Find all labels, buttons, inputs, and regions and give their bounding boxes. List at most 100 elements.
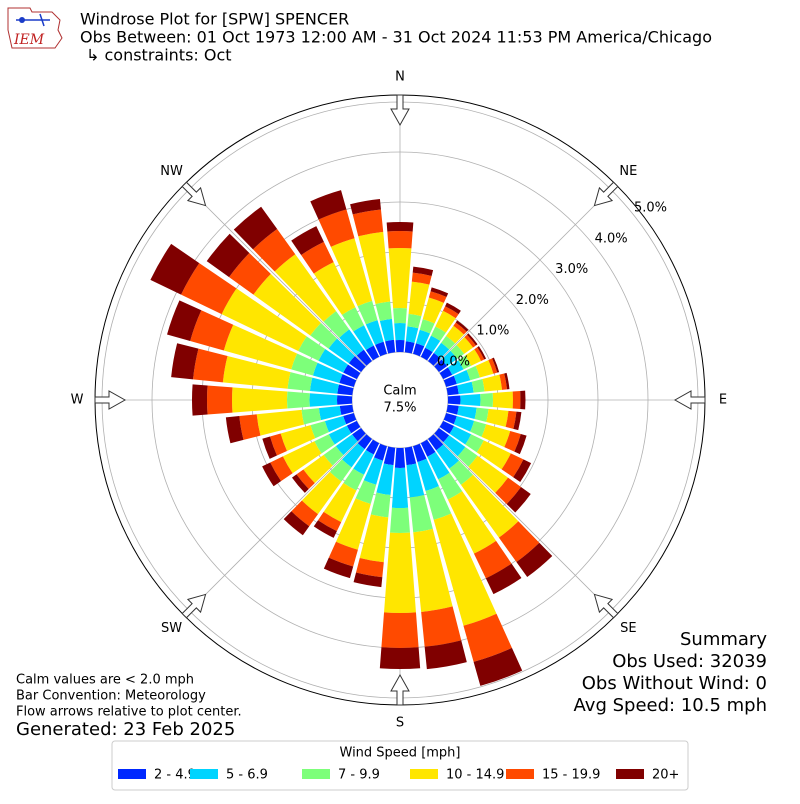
- bar-segment: [375, 301, 392, 322]
- bar-segment: [221, 288, 307, 351]
- bar-segment: [231, 387, 288, 413]
- bar-segment: [388, 248, 412, 309]
- bar-segment: [314, 434, 335, 454]
- r-tick-label: 4.0%: [595, 231, 628, 246]
- bar-segment: [229, 252, 271, 295]
- bar-segment: [415, 329, 431, 347]
- bar-segment: [474, 407, 489, 422]
- legend-label: 7 - 9.9: [338, 768, 380, 783]
- bar-segment: [239, 414, 261, 440]
- bar-segment: [339, 404, 354, 415]
- bar-segment: [365, 439, 380, 455]
- bar-segment: [343, 364, 361, 380]
- chart-subtitle: Obs Between: 01 Oct 1973 12:00 AM - 31 O…: [80, 28, 712, 47]
- r-tick-label: 3.0%: [555, 262, 588, 277]
- bar-segment: [456, 337, 474, 354]
- bar-segment: [475, 360, 494, 378]
- bar-segment: [453, 369, 471, 385]
- bar-segment: [504, 372, 510, 390]
- note: Calm values are < 2.0 mph: [16, 673, 194, 688]
- bar-segment: [329, 459, 352, 482]
- legend-label: 15 - 19.9: [542, 768, 600, 783]
- direction-arrow: [390, 94, 410, 127]
- bar-segment: [301, 241, 334, 274]
- bar-segment: [514, 433, 527, 455]
- chart-title: Windrose Plot for [SPW] SPENCER: [80, 10, 349, 29]
- bar-segment: [252, 229, 296, 272]
- bar-segment: [323, 311, 350, 338]
- direction-arrow: [673, 390, 706, 410]
- bar-segment: [386, 222, 414, 232]
- bar-segment: [443, 435, 466, 457]
- radial-grid-line: [433, 184, 616, 367]
- bar-segment: [365, 345, 380, 361]
- summary-line: Obs Without Wind: 0: [582, 673, 767, 694]
- compass-label: SE: [620, 621, 636, 636]
- bar-segment: [287, 372, 313, 392]
- bar-segment: [428, 291, 447, 303]
- bar-segment: [253, 273, 321, 336]
- bar-segment: [365, 320, 384, 345]
- bar-segment: [506, 486, 531, 513]
- bar-segment: [335, 434, 358, 456]
- bar-segment: [270, 433, 287, 456]
- bar-segment: [443, 412, 457, 425]
- compass-label: N: [395, 70, 405, 85]
- bar-segment: [385, 339, 396, 354]
- bar-segment: [504, 430, 521, 452]
- bar-segment: [323, 446, 344, 466]
- bar-segment: [356, 349, 372, 366]
- bar-segment: [280, 425, 316, 452]
- r-tick-label: 2.0%: [516, 293, 549, 308]
- bar-segment: [464, 334, 476, 348]
- bar-segment: [298, 336, 326, 361]
- bar-segment: [346, 420, 361, 434]
- bar-segment: [310, 190, 347, 220]
- bar-segment: [352, 428, 366, 442]
- bar-segment: [430, 287, 449, 298]
- bar-segment: [343, 412, 357, 425]
- bar-segment: [383, 446, 396, 466]
- legend-swatch: [190, 769, 218, 779]
- summary-line: Avg Speed: 10.5 mph: [574, 695, 767, 716]
- compass-label: W: [71, 393, 84, 408]
- r-tick-label: 0.0%: [437, 354, 470, 369]
- bar-segment: [394, 447, 406, 468]
- bar-segment: [450, 344, 465, 359]
- r-tick-label: 1.0%: [476, 324, 509, 339]
- bar-segment: [393, 308, 407, 324]
- bar-segment: [470, 420, 487, 437]
- legend-box: [111, 740, 689, 791]
- bar-segment: [445, 302, 461, 315]
- bar-segment: [473, 540, 512, 579]
- bar-segment: [492, 357, 500, 373]
- summary-line: Obs Used: 32039: [612, 651, 767, 672]
- bar-segment: [480, 393, 493, 407]
- calm-label: Calm: [383, 384, 416, 399]
- bar-segment: [482, 374, 502, 392]
- radial-grid-line: [184, 433, 367, 616]
- bar-segment: [323, 483, 357, 523]
- legend-swatch: [506, 769, 534, 779]
- bar-segment: [455, 320, 469, 332]
- bar-segment: [435, 310, 456, 333]
- constraints: ↳ constraints: Oct: [86, 46, 232, 65]
- bar-segment: [352, 209, 384, 237]
- bar-segment: [443, 375, 457, 388]
- bar-segment: [190, 310, 234, 351]
- bar-segment: [336, 498, 371, 550]
- bar-segment: [449, 460, 473, 485]
- bar-segment: [291, 353, 318, 376]
- bar-segment: [283, 511, 310, 536]
- bar-segment: [225, 416, 244, 444]
- bar-segment: [499, 373, 507, 390]
- bar-segment: [422, 297, 444, 324]
- bar-segment: [353, 572, 383, 588]
- bar-segment: [446, 325, 464, 344]
- bar-segment: [287, 391, 310, 409]
- bar-segment: [486, 408, 509, 427]
- bar-segment: [324, 415, 347, 433]
- bar-segment: [363, 457, 383, 485]
- bar-segment: [460, 393, 481, 407]
- bar-segment: [495, 477, 522, 505]
